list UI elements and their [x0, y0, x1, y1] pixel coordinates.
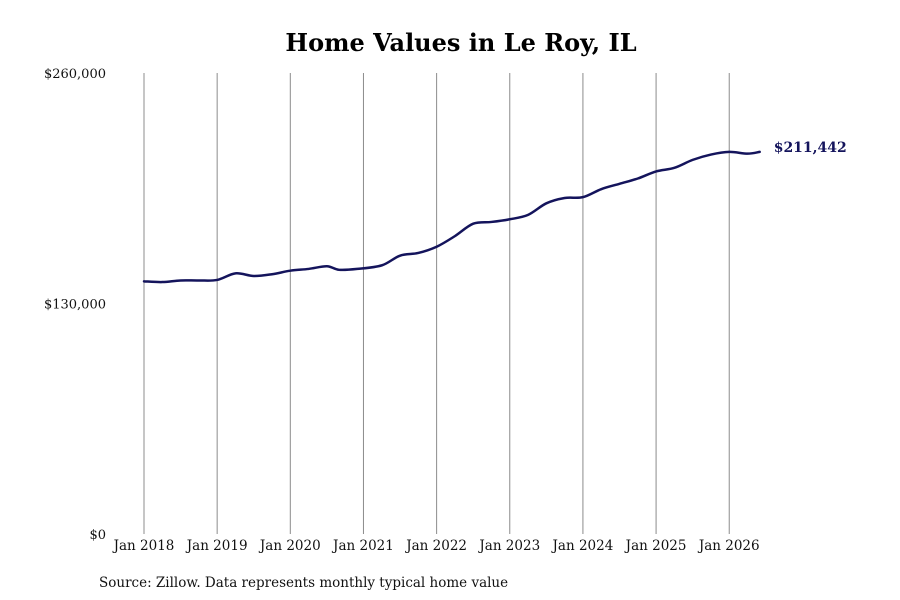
- gridlines: [143, 73, 730, 534]
- y-tick-label: $130,000: [44, 298, 106, 313]
- x-tick-label: Jan 2026: [697, 538, 760, 554]
- source-note: Source: Zillow. Data represents monthly …: [99, 575, 508, 591]
- x-tick-label: Jan 2020: [258, 538, 321, 554]
- x-tick-label: Jan 2022: [404, 538, 467, 554]
- x-axis-ticks: Jan 2018 Jan 2019 Jan 2020 Jan 2021 Jan 2022…: [112, 538, 760, 554]
- y-tick-label: $260,000: [44, 67, 106, 82]
- series-line: [142, 150, 761, 284]
- x-tick-label: Jan 2018: [112, 538, 175, 554]
- chart-title: Home Values in Le Roy, IL: [285, 28, 636, 57]
- x-tick-label: Jan 2025: [624, 538, 687, 554]
- x-tick-label: Jan 2024: [551, 538, 614, 554]
- x-tick-label: Jan 2023: [477, 538, 540, 554]
- series-layer: $211,442: [142, 140, 847, 284]
- x-tick-label: Jan 2019: [185, 538, 248, 554]
- x-tick-label: Jan 2021: [331, 538, 394, 554]
- y-tick-label: $0: [89, 528, 106, 543]
- end-value-label: $211,442: [774, 140, 847, 156]
- y-axis-ticks: $0 $130,000 $260,000: [44, 67, 106, 543]
